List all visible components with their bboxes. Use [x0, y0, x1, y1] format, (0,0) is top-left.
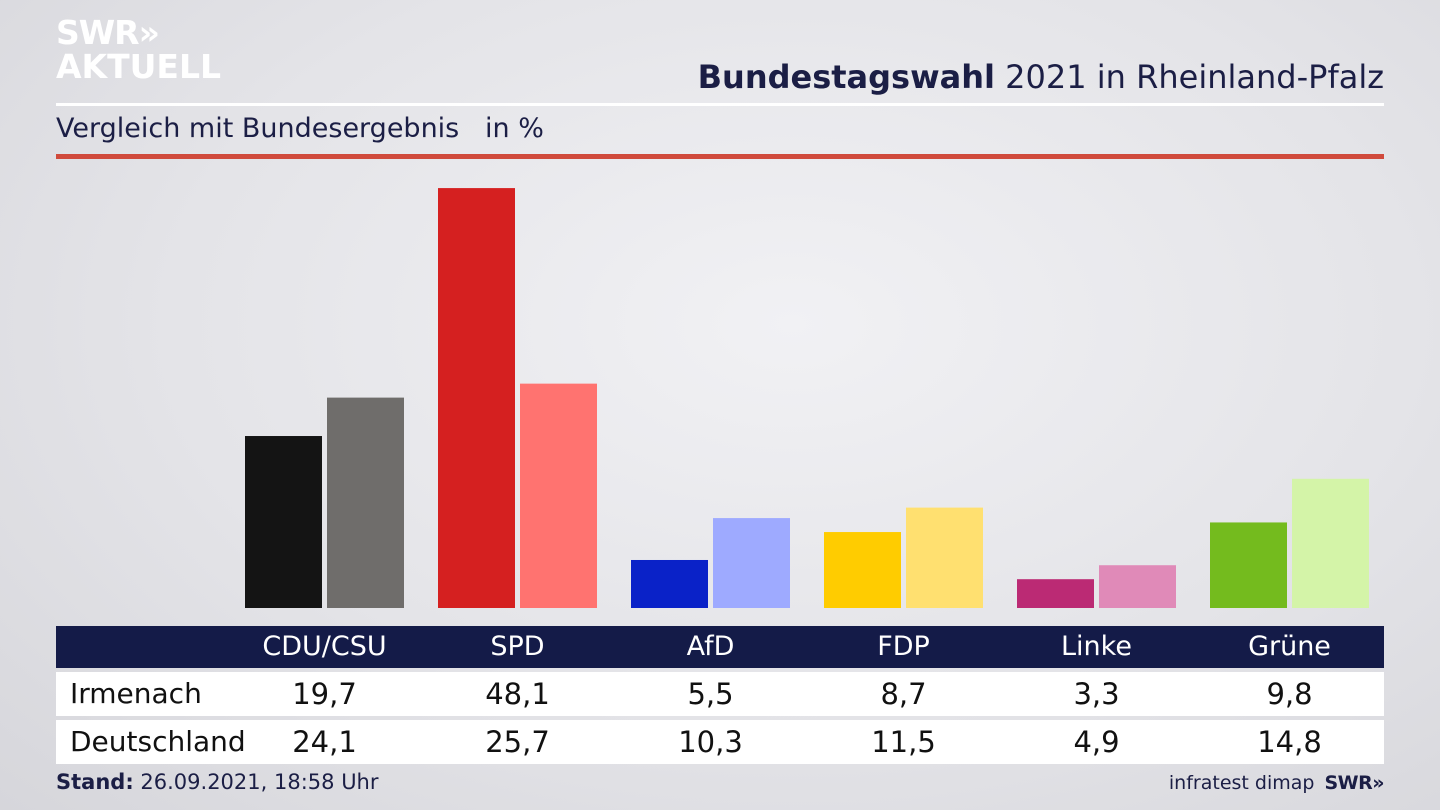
- value-fdp-irmenach: 8,7: [880, 677, 927, 711]
- value-linke-irmenach: 3,3: [1073, 677, 1120, 711]
- logo-arrows: »: [138, 13, 160, 52]
- page-title: Bundestagswahl 2021 in Rheinland-Pfalz: [698, 58, 1384, 96]
- value-afd-deutschland: 10,3: [678, 725, 743, 759]
- value-fdp-deutschland: 11,5: [871, 725, 936, 759]
- swr-aktuell-logo: SWR» AKTUELL: [56, 16, 221, 84]
- title-bold: Bundestagswahl: [697, 58, 995, 96]
- logo-swr-text: SWR: [56, 13, 140, 52]
- bar-cdu-csu-deutschland: [327, 397, 404, 608]
- value-cdu-csu-deutschland: 24,1: [292, 725, 357, 759]
- bar-cdu-csu-irmenach: [245, 436, 322, 608]
- row-label: Deutschland: [70, 725, 246, 758]
- source-credit: infratest dimap SWR»: [1168, 772, 1385, 794]
- column-header-cdu-csu: CDU/CSU: [262, 631, 387, 662]
- value-spd-deutschland: 25,7: [485, 725, 550, 759]
- bar-linke-deutschland: [1099, 565, 1176, 608]
- value-gr-ne-deutschland: 14,8: [1257, 725, 1322, 759]
- swr-brand-mark: SWR»: [1324, 772, 1384, 794]
- value-afd-irmenach: 5,5: [687, 677, 734, 711]
- column-header-fdp: FDP: [877, 631, 930, 662]
- column-header-afd: AfD: [686, 631, 735, 662]
- value-spd-irmenach: 48,1: [485, 677, 550, 711]
- value-cdu-csu-irmenach: 19,7: [292, 677, 357, 711]
- subtitle-divider: [56, 154, 1384, 159]
- bar-spd-deutschland: [520, 383, 597, 608]
- logo-line-aktuell: AKTUELL: [56, 47, 222, 86]
- value-gr-ne-irmenach: 9,8: [1266, 677, 1313, 711]
- row-label: Irmenach: [70, 677, 202, 710]
- bar-gr-ne-irmenach: [1210, 522, 1287, 608]
- bar-chart: [245, 188, 1369, 608]
- bar-fdp-deutschland: [906, 507, 983, 608]
- bar-spd-irmenach: [438, 188, 515, 608]
- bar-afd-deutschland: [713, 518, 790, 608]
- stand-label: Stand:: [56, 770, 134, 794]
- header-divider: [56, 103, 1384, 106]
- value-linke-deutschland: 4,9: [1073, 725, 1120, 759]
- column-header-linke: Linke: [1061, 631, 1132, 662]
- chart-subtitle: Vergleich mit Bundesergebnis in %: [56, 113, 544, 144]
- bar-gr-ne-deutschland: [1292, 478, 1369, 608]
- bar-linke-irmenach: [1017, 579, 1094, 608]
- table-row-irmenach: Irmenach 19,7 48,1 5,5 8,7 3,3 9,8: [56, 672, 1384, 716]
- timestamp: Stand: 26.09.2021, 18:58 Uhr: [56, 770, 379, 794]
- column-header-gr-ne: Grüne: [1248, 631, 1331, 662]
- table-row-deutschland: Deutschland 24,1 25,7 10,3 11,5 4,9 14,8: [56, 720, 1384, 764]
- logo-line-swr: SWR»: [56, 16, 221, 50]
- bar-afd-irmenach: [631, 559, 708, 608]
- title-rest: 2021 in Rheinland-Pfalz: [1005, 58, 1384, 96]
- results-table: CDU/CSU SPD AfD FDP Linke Grüne Irmenach 19,7…: [56, 626, 1384, 764]
- bar-fdp-irmenach: [824, 532, 901, 608]
- stand-value: 26.09.2021, 18:58 Uhr: [140, 770, 379, 794]
- source-text: infratest dimap: [1168, 772, 1315, 794]
- table-header: CDU/CSU SPD AfD FDP Linke Grüne: [56, 626, 1384, 668]
- column-header-spd: SPD: [490, 631, 545, 662]
